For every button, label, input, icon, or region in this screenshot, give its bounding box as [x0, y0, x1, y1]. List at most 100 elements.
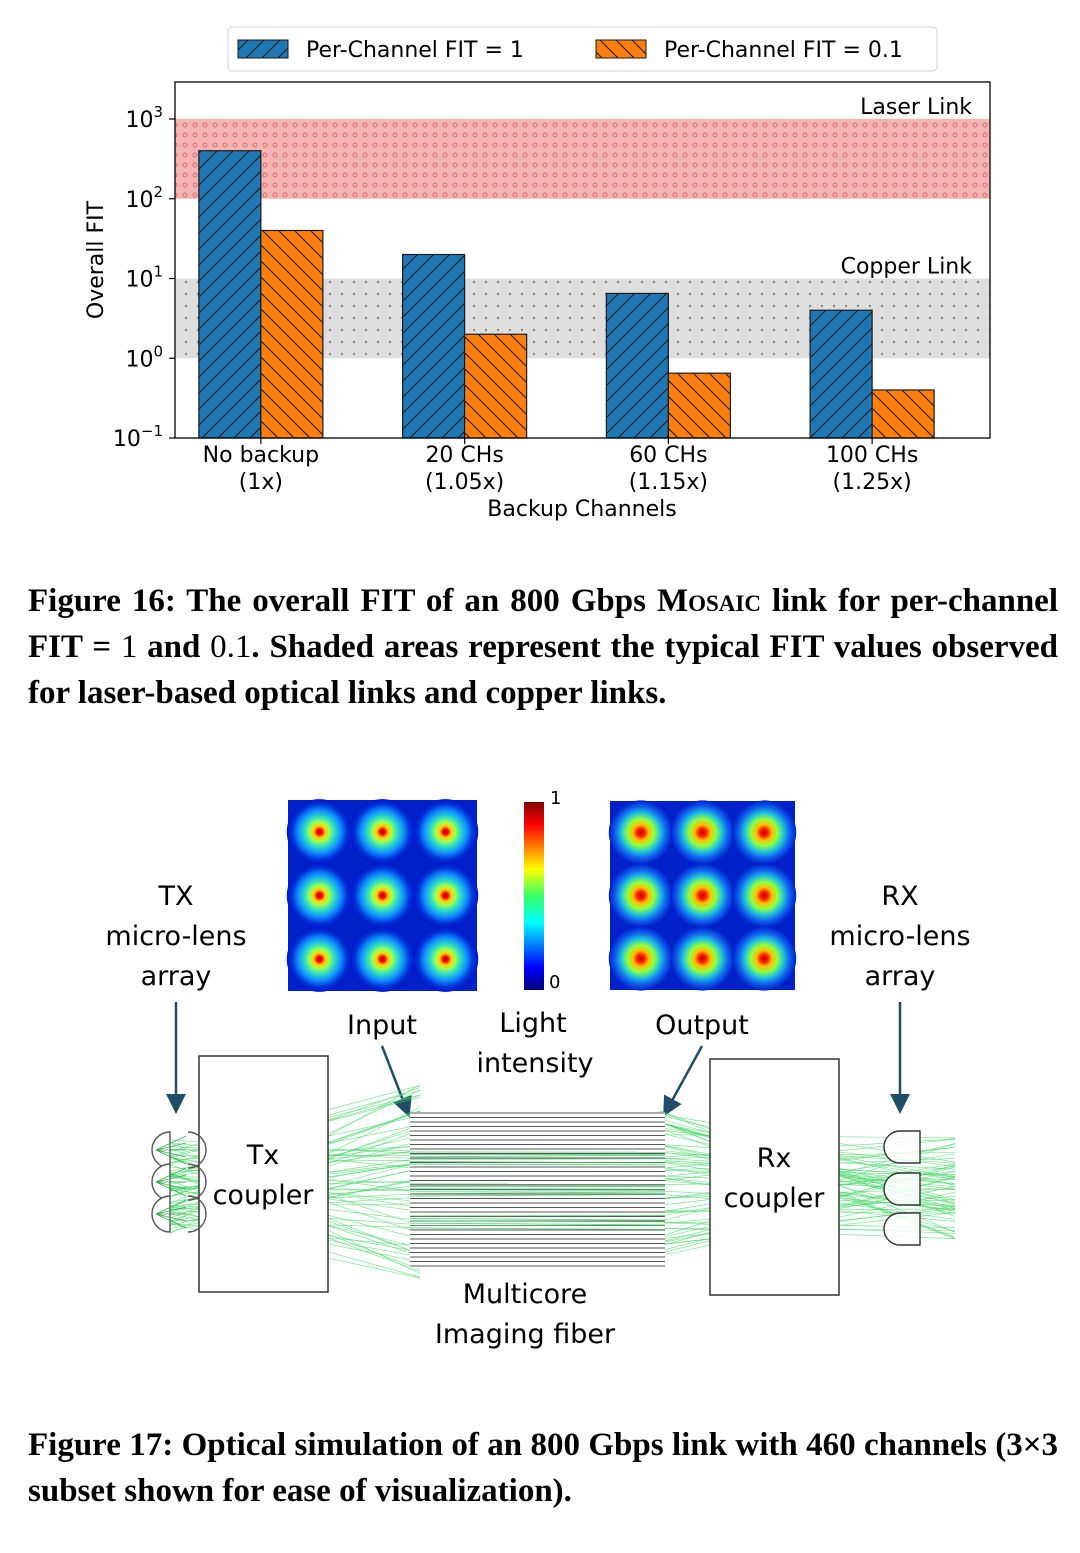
fiber-light-path	[409, 1217, 666, 1221]
output-arrow	[663, 1045, 704, 1117]
legend-swatch-fit-1-hatch	[238, 40, 288, 58]
outputMap-spot-2-2	[732, 926, 797, 991]
y-axis-ticks: 10−1 100 101 102 103	[113, 103, 175, 452]
figure-16-caption: Figure 16: The overall FIT of an 800 Gbp…	[28, 578, 1058, 716]
fiber-light-path	[409, 1194, 666, 1197]
input-label: Input	[347, 1010, 417, 1041]
x-tick-label-3-1: (1.25x)	[833, 470, 912, 495]
y-axis-label: Overall FIT	[84, 200, 109, 319]
caption-16-v1: 1	[120, 629, 138, 665]
figure-17-caption: Figure 17: Optical simulation of an 800 …	[28, 1427, 1058, 1509]
bar-hatch-s0-c1	[402, 254, 465, 438]
optical-simulation-diagram: 1 0 TX micro-lens array RX micro-lens ar…	[105, 788, 970, 1350]
tx-lens-face-0	[187, 1131, 207, 1169]
caption-16-v2: 0.1	[210, 629, 252, 665]
x-tick-label-0-1: (1x)	[239, 470, 283, 495]
bar-hatch-s1-c1	[464, 334, 527, 438]
caption-16-prefix: Figure 16: The overall FIT of an 800 Gbp…	[28, 583, 657, 619]
tx-lens-ray	[155, 1213, 187, 1222]
inputMap-spot-2-2	[412, 926, 479, 992]
inputMap-spot-2-1	[349, 926, 416, 992]
rx-coupler-label-1: Rx	[757, 1143, 792, 1174]
outputMap-spot-2-0	[608, 926, 673, 991]
x-tick-label-2-1: (1.15x)	[629, 470, 708, 495]
x-axis-label: Backup Channels	[487, 497, 676, 522]
x-tick-label-1-0: 20 CHs	[425, 443, 503, 468]
x-tick-label-3-0: 100 CHs	[826, 443, 918, 468]
x-tick-label-0-0: No backup	[203, 443, 319, 468]
y-tick-label-2: 101	[125, 263, 163, 293]
caption-16-mid1: link for per-channel FIT =	[28, 583, 1058, 665]
fiber-light-path	[409, 1161, 666, 1164]
band-texture-0	[175, 119, 990, 199]
rx-label-line-3: array	[865, 961, 936, 992]
tx-lens-ray	[155, 1199, 187, 1215]
tx-lens-face-2	[187, 1195, 207, 1233]
input-arrow	[380, 1045, 412, 1118]
tx-micro-lens-array	[151, 1131, 207, 1233]
tx-lens-ray	[155, 1174, 187, 1183]
inputMap-spot-0-2	[412, 799, 479, 865]
legend-label-fit-0.1: Per-Channel FIT = 0.1	[664, 38, 903, 63]
tx-lens-ray	[155, 1149, 187, 1158]
outputMap-spot-1-0	[608, 863, 673, 928]
inputMap-spot-0-0	[286, 799, 353, 865]
bar-hatch-s1-c2	[668, 373, 731, 438]
plot-frame	[174, 81, 991, 439]
colorbar-max-label: 1	[550, 788, 561, 809]
bar-hatch-s0-c0	[198, 150, 261, 438]
colorbar-min-label: 0	[549, 972, 560, 993]
y-tick-label-1: 100	[125, 342, 163, 372]
caption-16-suffix: . Shaded areas represent the typical FIT…	[28, 629, 1058, 711]
rx-lens-2	[883, 1212, 921, 1246]
tx-lens-ray	[155, 1149, 187, 1165]
fiber-light-path	[409, 1227, 666, 1230]
bar-hatch-s0-c3	[810, 310, 873, 438]
fiber-label-1: Multicore	[463, 1279, 587, 1310]
band-label-1: Copper Link	[841, 255, 973, 280]
y-tick-label-0: 10−1	[113, 422, 163, 452]
x-tick-label-2-0: 60 CHs	[629, 443, 707, 468]
legend-label-fit-1: Per-Channel FIT = 1	[306, 38, 524, 63]
fiber-light-path	[409, 1191, 666, 1195]
tx-label-line-1: TX	[158, 881, 194, 912]
intensity-colorbar	[524, 802, 544, 990]
fiber-light-path	[409, 1220, 666, 1223]
inputMap-spot-1-1	[349, 862, 416, 929]
x-axis-ticks: No backup(1x) 20 CHs(1.05x) 60 CHs(1.15x) 1…	[203, 438, 918, 495]
tx-lens-ray	[155, 1213, 187, 1229]
legend: Per-Channel FIT = 1 Per-Channel FIT = 0.…	[227, 26, 938, 72]
rx-lens-0	[883, 1130, 921, 1164]
tx-lens-ray	[155, 1181, 187, 1197]
tx-label-line-3: array	[141, 961, 212, 992]
caption-16-name: Mosaic	[656, 583, 761, 619]
tx-coupler-label-2: coupler	[213, 1180, 315, 1211]
tx-coupler-box	[198, 1055, 329, 1293]
legend-swatch-fit-0.1-hatch	[596, 40, 646, 58]
tx-lens-face-1	[187, 1163, 207, 1201]
inputMap-spot-1-2	[412, 862, 479, 929]
fit-bar-chart: Laser Link Copper Link 10−1 100 101 102 103 N…	[84, 26, 991, 522]
tx-lens-ray	[155, 1135, 187, 1151]
multicore-fiber	[409, 1112, 666, 1268]
outputMap-spot-2-1	[670, 926, 735, 991]
input-intensity-map	[286, 799, 479, 992]
band-label-0: Laser Link	[860, 95, 972, 120]
rx-coupler-box	[709, 1058, 840, 1296]
tx-coupler-label-1: Tx	[246, 1140, 279, 1171]
bar-hatch-s1-c0	[260, 230, 323, 438]
outputMap-spot-0-2	[732, 800, 797, 865]
rx-micro-lens-array	[883, 1130, 921, 1246]
fiber-light-path	[409, 1163, 666, 1166]
tx-lens-ray	[155, 1206, 187, 1215]
legend-box	[227, 26, 938, 72]
rx-label-line-1: RX	[881, 881, 918, 912]
outputMap-spot-0-0	[608, 800, 673, 865]
rx-lens-1	[883, 1172, 921, 1206]
output-intensity-map	[608, 800, 797, 991]
bar-hatch-s1-c3	[872, 389, 935, 438]
tx-lens-ray	[155, 1167, 187, 1183]
tx-label-line-2: micro-lens	[105, 921, 246, 952]
bars	[198, 150, 935, 439]
light-intensity-label-2: intensity	[476, 1048, 593, 1079]
